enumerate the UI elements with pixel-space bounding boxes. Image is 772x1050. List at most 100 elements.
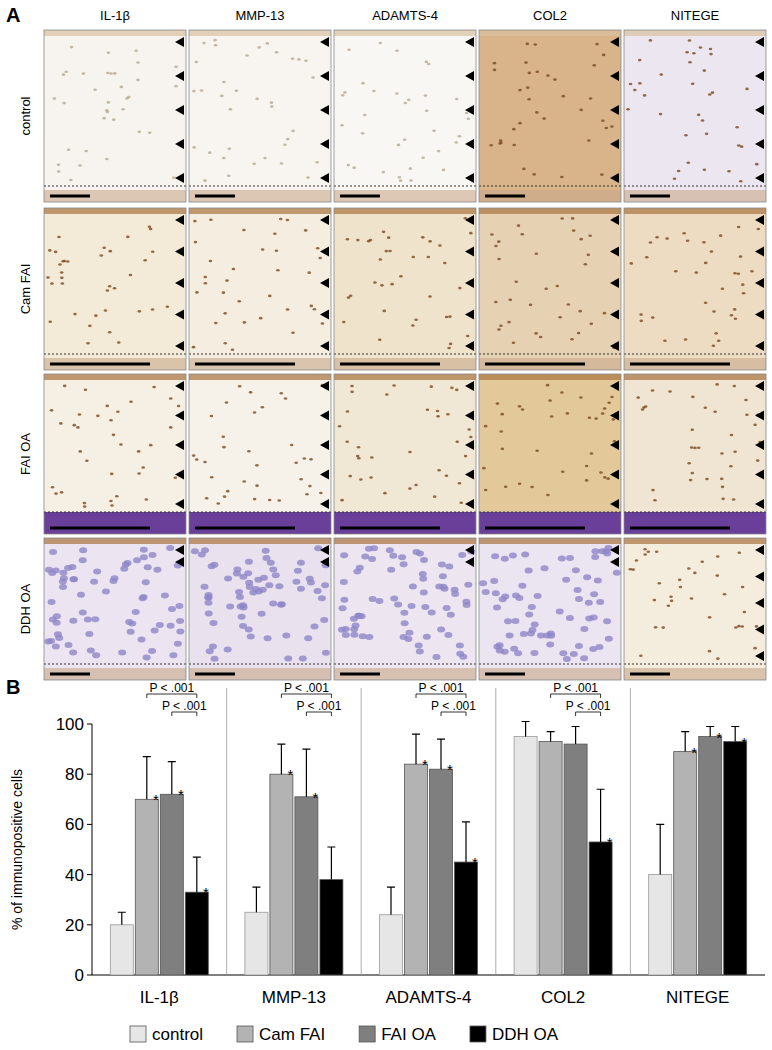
cell <box>610 396 614 399</box>
cell <box>416 551 424 557</box>
cell <box>518 583 526 589</box>
cell <box>78 450 82 453</box>
arrowhead <box>755 71 764 81</box>
row-label: FAI OA <box>18 433 33 475</box>
scale-bar <box>340 363 440 366</box>
arrowhead <box>465 545 474 555</box>
cell <box>590 323 594 326</box>
cell <box>392 384 396 387</box>
cell <box>518 405 522 408</box>
cell <box>388 250 392 253</box>
cell <box>268 499 272 502</box>
cell <box>575 643 583 649</box>
cell <box>229 108 233 111</box>
x-tick-label: NITEGE <box>666 988 729 1007</box>
cell <box>169 426 173 429</box>
cell <box>340 579 348 585</box>
cell <box>69 650 77 656</box>
cell <box>51 486 55 489</box>
cell <box>259 587 267 593</box>
cell <box>601 119 605 122</box>
cell <box>587 139 591 142</box>
cell <box>261 406 265 409</box>
cell <box>361 553 369 559</box>
cell <box>737 226 741 229</box>
cell <box>137 472 141 475</box>
group-divider <box>630 688 631 975</box>
cell <box>594 577 602 583</box>
cell <box>132 609 140 615</box>
cell <box>482 589 490 595</box>
cell <box>200 584 208 590</box>
cell <box>67 148 71 151</box>
micrograph <box>189 374 331 534</box>
tile-border <box>624 538 766 680</box>
cell <box>357 457 361 460</box>
arrowhead <box>755 173 764 183</box>
y-tick <box>87 874 92 875</box>
cell <box>200 89 204 92</box>
arrowhead <box>755 215 764 225</box>
cell <box>204 282 208 285</box>
cell <box>361 82 365 85</box>
cell <box>387 567 395 573</box>
cell <box>574 587 582 593</box>
bars <box>110 737 746 975</box>
cell <box>397 144 401 147</box>
cell <box>454 141 458 144</box>
cell <box>408 487 412 490</box>
cell <box>497 328 501 331</box>
cell <box>262 555 270 561</box>
cell <box>261 248 265 251</box>
error-bar <box>681 732 689 752</box>
arrowhead <box>465 173 474 183</box>
cell <box>703 168 707 171</box>
arrowhead <box>610 470 619 480</box>
cell <box>222 157 226 160</box>
cell <box>508 299 512 302</box>
cell <box>262 548 270 554</box>
cell <box>309 458 313 461</box>
cell <box>704 262 708 265</box>
cell <box>535 449 539 452</box>
cell <box>704 301 708 304</box>
tile-border <box>334 30 476 202</box>
cell <box>176 618 184 624</box>
cell <box>70 576 78 582</box>
cell <box>603 407 607 410</box>
cell <box>546 74 550 77</box>
cell <box>529 304 533 307</box>
cell <box>357 446 361 449</box>
cell <box>225 279 229 282</box>
cell <box>223 312 227 315</box>
cell <box>151 250 155 253</box>
row-label: DDH OA <box>18 583 33 634</box>
tile-border <box>44 374 186 534</box>
cell <box>82 72 86 75</box>
cell <box>603 551 611 557</box>
arrowhead <box>610 310 619 320</box>
cell <box>603 618 611 624</box>
cell <box>243 321 247 324</box>
cell <box>60 271 64 274</box>
cell <box>585 479 589 482</box>
legend-swatch <box>130 1026 146 1042</box>
cell <box>757 228 761 231</box>
cell <box>570 651 578 657</box>
cell <box>403 138 407 141</box>
cell <box>702 241 706 244</box>
cell <box>253 498 257 501</box>
micrograph <box>189 208 331 370</box>
cell <box>399 179 403 182</box>
tissue <box>624 538 766 680</box>
cell <box>466 335 470 338</box>
cell <box>138 636 146 642</box>
tidemark <box>44 512 186 513</box>
cell <box>733 272 737 275</box>
cell <box>290 444 294 447</box>
error-bar <box>656 824 664 874</box>
cell <box>678 579 682 582</box>
tidemark <box>334 664 476 665</box>
cell <box>447 347 451 350</box>
cell <box>561 470 565 473</box>
